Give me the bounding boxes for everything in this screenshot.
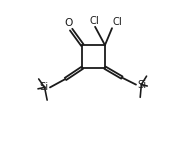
Text: Cl: Cl: [113, 17, 123, 27]
Text: O: O: [65, 18, 73, 28]
Text: Cl: Cl: [90, 16, 99, 26]
Text: Si: Si: [137, 80, 146, 90]
Text: Si: Si: [40, 82, 49, 92]
